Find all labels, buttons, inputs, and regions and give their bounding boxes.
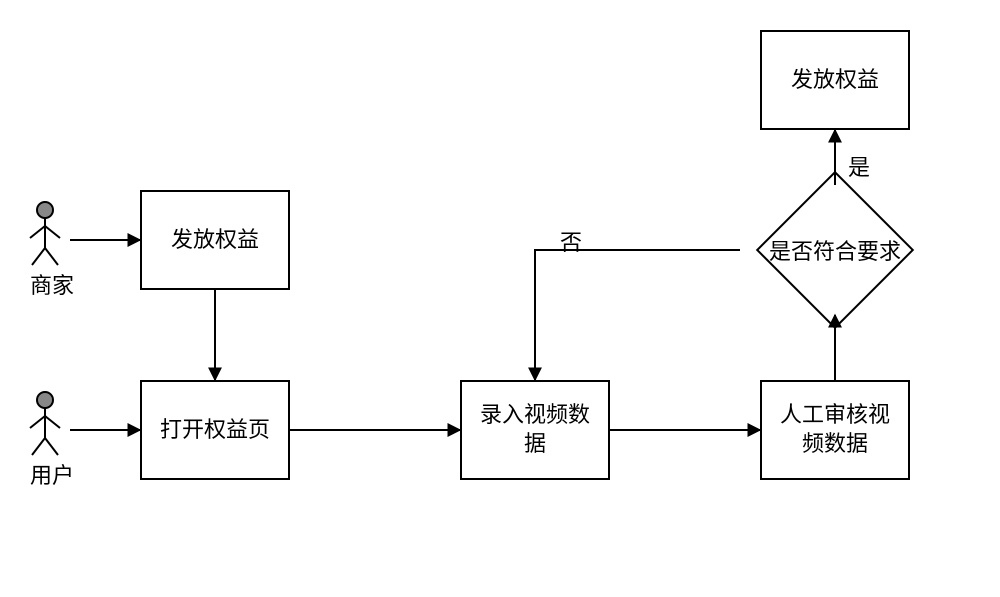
node-label: 是否符合要求: [769, 234, 901, 266]
node-label: 发放权益: [791, 66, 879, 95]
actor-merchant-icon: [30, 202, 60, 265]
node-issue-rights-1: 发放权益: [140, 190, 290, 290]
node-issue-rights-2: 发放权益: [760, 30, 910, 130]
node-label: 发放权益: [171, 226, 259, 255]
node-open-rights-page: 打开权益页: [140, 380, 290, 480]
node-record-video: 录入视频数 据: [460, 380, 610, 480]
node-manual-review: 人工审核视 频数据: [760, 380, 910, 480]
node-label: 录入视频数 据: [480, 401, 590, 458]
actor-merchant-label: 商家: [30, 268, 74, 300]
edge-label-yes: 是: [848, 150, 870, 182]
actor-user-icon: [30, 392, 60, 455]
flowchart-canvas: 发放权益 打开权益页 录入视频数 据 人工审核视 频数据 发放权益 是否符合要求…: [0, 0, 1000, 597]
node-label: 打开权益页: [160, 416, 270, 445]
node-decision: 是否符合要求: [740, 185, 930, 315]
node-label: 人工审核视 频数据: [780, 401, 890, 458]
edge-label-no: 否: [560, 225, 582, 257]
actor-user-label: 用户: [30, 458, 74, 490]
